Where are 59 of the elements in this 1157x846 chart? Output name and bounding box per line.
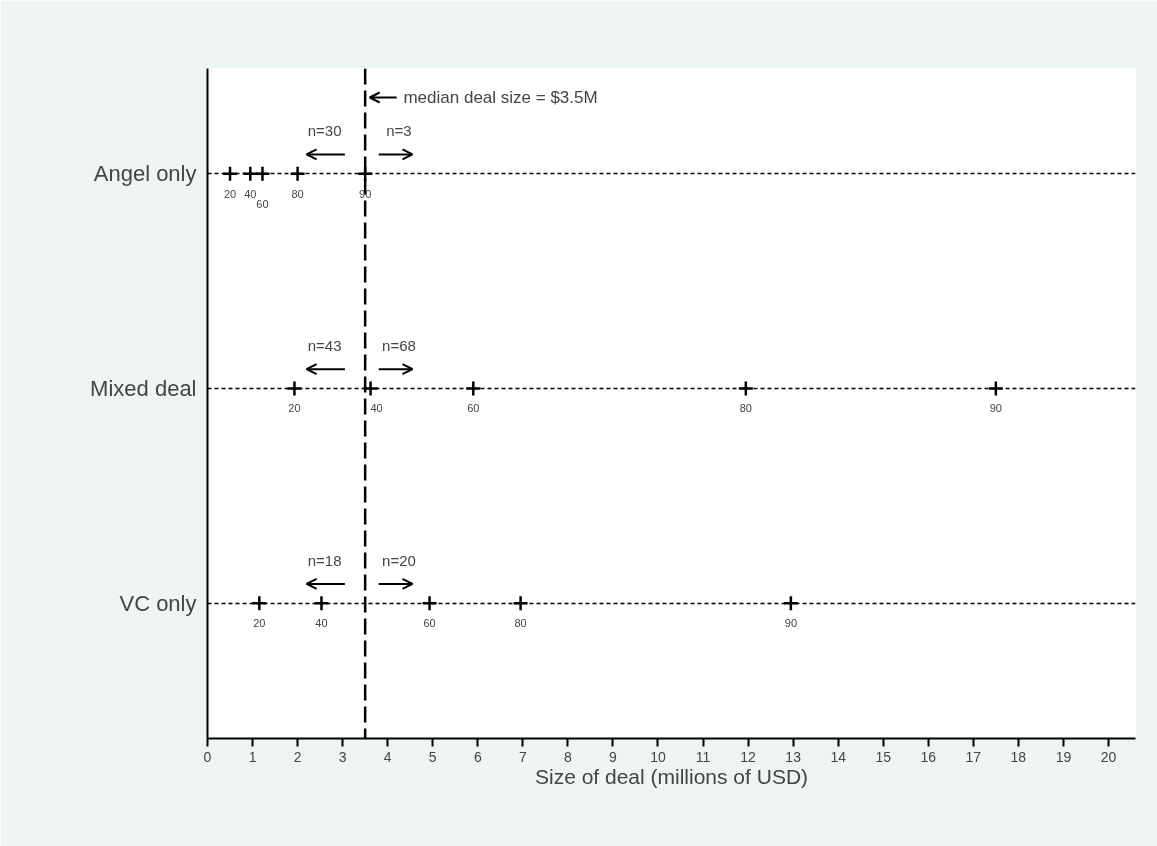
point xyxy=(221,165,239,182)
x-tick-label: 16 xyxy=(920,748,937,765)
x-tick-label: 14 xyxy=(830,748,847,765)
point xyxy=(254,165,271,182)
annotation: n=20 xyxy=(382,551,416,569)
text: 80 xyxy=(739,402,752,415)
series-label: 20 xyxy=(223,187,237,200)
x-tick-label: 1 xyxy=(248,748,257,765)
point xyxy=(782,594,800,612)
point xyxy=(289,165,306,182)
x-tick-label: 17 xyxy=(965,748,982,765)
point xyxy=(465,380,482,397)
text: 90 xyxy=(989,402,1002,415)
point xyxy=(512,594,529,612)
text: 20 xyxy=(253,617,266,630)
point xyxy=(251,594,268,612)
annotation: n=30 xyxy=(307,122,342,140)
x-tick-label: 12 xyxy=(740,748,757,765)
point xyxy=(737,380,755,397)
x-tick-label: 5 xyxy=(428,748,437,765)
x-tick-label: 7 xyxy=(518,748,527,765)
x-tick-label: 18 xyxy=(1010,748,1027,765)
annotation: n=18 xyxy=(307,551,342,569)
x-tick-label: 3 xyxy=(338,748,347,765)
x-tick-label: 15 xyxy=(875,748,892,765)
point xyxy=(286,380,303,397)
x-tick-label: 8 xyxy=(564,748,572,765)
text: 40 xyxy=(315,617,328,630)
point xyxy=(421,594,438,612)
x-axis-title: Size of deal (millions of USD) xyxy=(534,764,809,788)
x-tick-label: 11 xyxy=(695,748,711,765)
y-tick-label: VC only xyxy=(119,590,197,616)
y-tick-label: Angel only xyxy=(93,161,197,187)
point xyxy=(987,380,1005,397)
series-label: 90 xyxy=(359,187,372,200)
x-tick-label: 19 xyxy=(1055,748,1072,765)
annotation: n=68 xyxy=(382,337,416,355)
text: 40 xyxy=(244,187,257,200)
annotation: n=3 xyxy=(386,122,412,140)
annotation: n=43 xyxy=(307,337,342,355)
y-tick-label: Mixed deal xyxy=(90,375,197,401)
x-tick-label: 9 xyxy=(609,748,618,765)
x-tick-label: 20 xyxy=(1100,748,1117,765)
text: 80 xyxy=(514,617,527,630)
point xyxy=(313,594,330,612)
series-label: 80 xyxy=(291,187,304,200)
text: 20 xyxy=(288,402,301,415)
text: 60 xyxy=(256,197,269,210)
series-label: 40 xyxy=(370,402,383,415)
ref-line-label: median deal size = $3.5M xyxy=(403,87,598,107)
text: 90 xyxy=(784,617,798,630)
x-tick-label: 2 xyxy=(293,748,302,765)
x-tick-label: 4 xyxy=(383,748,392,765)
x-tick-label: 6 xyxy=(473,748,482,765)
x-tick-label: 13 xyxy=(785,748,802,765)
x-tick-label: 10 xyxy=(650,748,666,765)
text: 60 xyxy=(467,402,480,415)
series-label: 60 xyxy=(423,617,436,630)
x-tick-label: 0 xyxy=(203,748,212,765)
